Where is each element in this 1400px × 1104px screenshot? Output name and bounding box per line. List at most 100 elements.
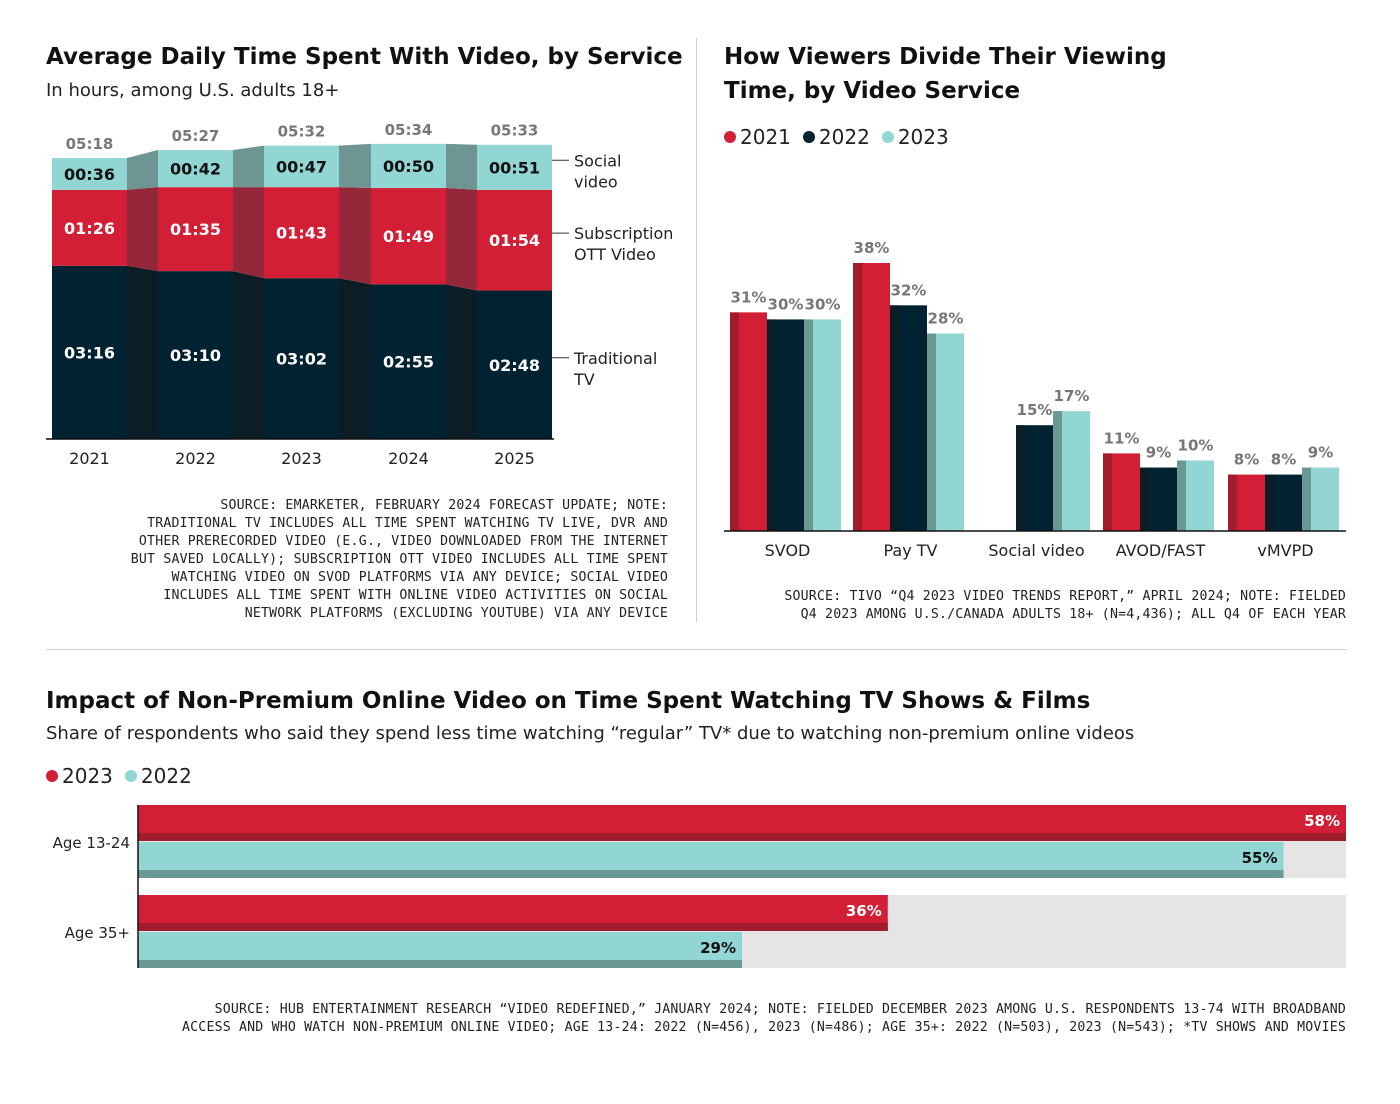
segment-label: 02:48 bbox=[489, 356, 540, 375]
value-label: 30% bbox=[768, 295, 804, 313]
source-line: NETWORK PLATFORMS (EXCLUDING YOUTUBE) VI… bbox=[244, 606, 668, 621]
segment-label: 00:47 bbox=[276, 157, 327, 176]
segment-label: 01:35 bbox=[170, 220, 221, 239]
x-tick-label: SVOD bbox=[765, 541, 811, 560]
y-tick-label: Age 13-24 bbox=[53, 834, 130, 852]
vertical-divider bbox=[696, 38, 697, 622]
segment-label: 01:49 bbox=[383, 227, 434, 246]
segment-label: 00:51 bbox=[489, 158, 540, 177]
bar-segment bbox=[477, 189, 552, 291]
chart2-title: How Viewers Divide Their Viewing Time, b… bbox=[724, 40, 1167, 108]
bar-segment bbox=[52, 158, 127, 190]
connector-band bbox=[339, 143, 371, 189]
bar-segment bbox=[158, 150, 233, 188]
connector-band bbox=[127, 150, 158, 190]
horizontal-divider bbox=[46, 649, 1347, 650]
legend-swatch bbox=[802, 131, 815, 143]
legend-swatch bbox=[724, 131, 736, 143]
legend-item: 2021 bbox=[724, 125, 791, 149]
series-label: Subscription bbox=[574, 224, 673, 243]
connector-band bbox=[233, 271, 264, 439]
connector-band bbox=[233, 187, 264, 279]
y-tick-label: Age 35+ bbox=[65, 924, 130, 942]
chart1-stacked-bar: 03:16 01:26 00:36 05:18 2021 03:10 01:35 00:42 0… bbox=[46, 121, 673, 468]
legend-swatch bbox=[124, 770, 137, 782]
value-label: 58% bbox=[1304, 812, 1340, 830]
bar-segment bbox=[264, 187, 339, 279]
chart3-legend: 2023 2022 bbox=[46, 764, 192, 788]
total-label: 05:27 bbox=[172, 127, 220, 145]
bar-shade bbox=[1177, 460, 1186, 531]
chart3-source: SOURCE: HUB ENTERTAINMENT RESEARCH “VIDE… bbox=[40, 1001, 1346, 1037]
bar-segment bbox=[158, 271, 233, 439]
connector-band bbox=[233, 145, 264, 188]
x-tick-label: 2023 bbox=[281, 449, 322, 468]
bar-shade bbox=[138, 923, 888, 931]
legend-label: 2022 bbox=[818, 125, 870, 149]
series-label: OTT Video bbox=[574, 245, 656, 264]
bar-shade bbox=[804, 319, 813, 531]
connector-band bbox=[446, 188, 477, 291]
x-tick-label: Pay TV bbox=[883, 541, 937, 560]
segment-label: 02:55 bbox=[383, 353, 434, 372]
chart2-title-line1: How Viewers Divide Their Viewing bbox=[724, 44, 1167, 70]
connector-band bbox=[446, 284, 477, 439]
chart2-legend: 2021 2022 2023 bbox=[724, 125, 949, 149]
chart3-title: Impact of Non-Premium Online Video on Ti… bbox=[46, 688, 1091, 714]
segment-label: 01:54 bbox=[489, 231, 540, 250]
bar-shade bbox=[138, 870, 1284, 878]
series-label: Social bbox=[574, 151, 621, 170]
bar-segment bbox=[264, 278, 339, 439]
connector-band bbox=[446, 143, 477, 190]
bar-segment bbox=[477, 290, 552, 439]
chart2-source: SOURCE: TIVO “Q4 2023 VIDEO TRENDS REPOR… bbox=[724, 588, 1346, 624]
value-label: 10% bbox=[1178, 436, 1214, 454]
value-label: 55% bbox=[1242, 849, 1278, 867]
x-tick-label: AVOD/FAST bbox=[1116, 541, 1206, 560]
total-label: 05:33 bbox=[491, 122, 539, 140]
bar-shade bbox=[1053, 411, 1062, 531]
x-tick-label: 2025 bbox=[494, 449, 535, 468]
x-tick-label: vMVPD bbox=[1257, 541, 1313, 560]
bar-segment bbox=[264, 145, 339, 188]
bar-segment bbox=[371, 284, 446, 439]
x-tick-label: 2021 bbox=[69, 449, 110, 468]
bar-shade bbox=[1016, 425, 1025, 531]
segment-label: 01:43 bbox=[276, 224, 327, 243]
bar-shade bbox=[138, 833, 1346, 841]
value-label: 29% bbox=[700, 939, 736, 957]
bar-shade bbox=[1228, 474, 1237, 531]
bar-shade bbox=[767, 319, 776, 531]
legend-label: 2023 bbox=[897, 125, 949, 149]
connector-band bbox=[339, 278, 371, 439]
legend-label: 2023 bbox=[62, 764, 113, 788]
value-label: 32% bbox=[891, 281, 927, 299]
bar-segment bbox=[158, 187, 233, 272]
segment-label: 03:16 bbox=[64, 343, 115, 362]
legend-label: 2021 bbox=[740, 125, 791, 149]
legend-item: 2022 bbox=[124, 764, 192, 788]
source-line: SOURCE: EMARKETER, FEBRUARY 2024 FORECAS… bbox=[220, 498, 668, 513]
source-line: BUT SAVED LOCALLY); SUBSCRIPTION OTT VID… bbox=[130, 552, 668, 567]
value-label: 28% bbox=[928, 310, 964, 328]
legend-item: 2023 bbox=[881, 125, 949, 149]
connector-band bbox=[127, 187, 158, 272]
bar-shade bbox=[1302, 467, 1311, 531]
segment-label: 00:42 bbox=[170, 160, 221, 179]
value-label: 9% bbox=[1146, 444, 1171, 462]
source-line: WATCHING VIDEO ON SVOD PLATFORMS VIA ANY… bbox=[171, 570, 668, 585]
connector-band bbox=[127, 265, 158, 439]
x-tick-label: Social video bbox=[988, 541, 1084, 560]
legend-label: 2022 bbox=[140, 764, 192, 788]
source-line: OTHER PRERECORDED VIDEO (E.G., VIDEO DOW… bbox=[138, 534, 668, 549]
value-label: 11% bbox=[1104, 429, 1140, 447]
source-line: TRADITIONAL TV INCLUDES ALL TIME SPENT W… bbox=[147, 516, 668, 531]
bar-shade bbox=[1103, 453, 1112, 531]
bar-segment bbox=[477, 144, 552, 190]
x-tick-label: 2022 bbox=[175, 449, 216, 468]
bar-segment bbox=[52, 265, 127, 439]
total-label: 05:34 bbox=[385, 121, 433, 139]
source-line: Q4 2023 AMONG U.S./CANADA ADULTS 18+ (N=… bbox=[800, 607, 1346, 622]
value-label: 8% bbox=[1271, 451, 1296, 469]
